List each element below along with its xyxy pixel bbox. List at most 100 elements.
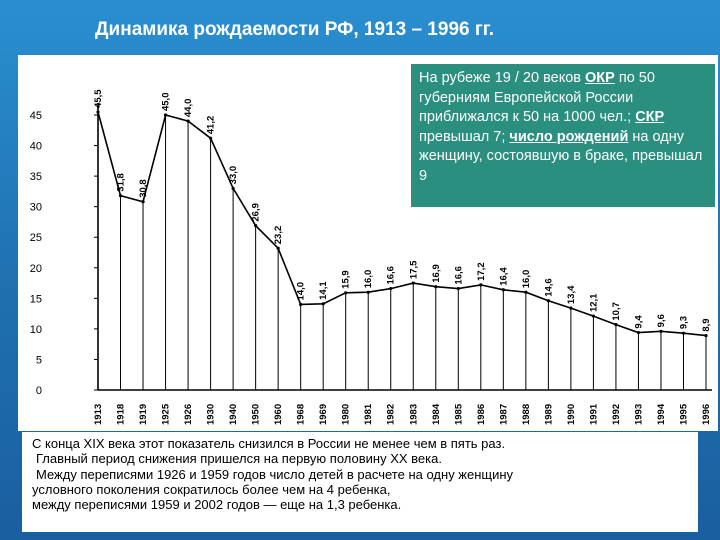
y-tick-label: 5 bbox=[36, 354, 42, 366]
data-label: 17,2 bbox=[476, 262, 487, 281]
notes-box: С конца XIX века этот показатель снизилс… bbox=[22, 432, 698, 532]
note-line: между переписями 1959 и 2002 годов — еще… bbox=[32, 497, 402, 513]
data-label: 9,4 bbox=[633, 315, 644, 329]
y-tick-label: 10 bbox=[30, 324, 42, 336]
data-label: 15,9 bbox=[341, 270, 352, 289]
x-tick-label: 1991 bbox=[588, 403, 599, 425]
data-label: 23,2 bbox=[273, 226, 284, 245]
y-tick-label: 15 bbox=[30, 293, 42, 305]
data-point bbox=[186, 119, 190, 123]
x-tick-label: 1960 bbox=[273, 404, 284, 425]
y-tick-label: 20 bbox=[30, 263, 42, 275]
x-tick-label: 1980 bbox=[341, 404, 352, 425]
data-point bbox=[141, 200, 145, 204]
data-label: 16,9 bbox=[431, 264, 442, 283]
data-point bbox=[546, 299, 550, 303]
data-point bbox=[456, 286, 460, 291]
y-tick-label: 40 bbox=[30, 141, 42, 153]
data-label: 44,0 bbox=[183, 99, 194, 118]
data-label: 31,8 bbox=[116, 173, 127, 192]
data-point bbox=[366, 290, 370, 294]
x-tick-label: 1996 bbox=[701, 404, 712, 425]
data-label: 26,9 bbox=[251, 203, 262, 222]
data-point bbox=[163, 113, 168, 117]
x-tick-label: 1995 bbox=[678, 403, 689, 425]
x-tick-label: 1990 bbox=[566, 404, 577, 425]
skr-term: СКР bbox=[635, 109, 665, 125]
data-label: 14,0 bbox=[296, 282, 307, 301]
x-tick-label: 1918 bbox=[116, 404, 127, 425]
y-tick-label: 25 bbox=[30, 232, 42, 244]
data-point bbox=[569, 306, 573, 310]
birth-rate-chart: 0 5 10 15 20 25 30 35 40 45 45,5 31,8 30,8 45,0 44,0 41… bbox=[30, 89, 712, 425]
x-tick-label: 1926 bbox=[183, 404, 194, 425]
data-point bbox=[321, 302, 325, 306]
slide-title: Динамика рождаемости РФ, 1913 – 1996 гг. bbox=[95, 19, 495, 40]
okr-term: ОКР bbox=[585, 70, 615, 86]
data-point bbox=[208, 136, 213, 140]
data-label: 16,6 bbox=[453, 266, 464, 285]
data-point bbox=[501, 288, 505, 292]
x-tick-label: 1940 bbox=[228, 404, 239, 425]
info-text-4: на одну женщину, состоявшую в браке, пре… bbox=[419, 128, 703, 184]
data-point bbox=[389, 286, 393, 291]
data-point bbox=[231, 186, 235, 190]
data-label: 12,1 bbox=[588, 293, 599, 312]
data-label: 33,0 bbox=[228, 166, 239, 185]
data-point bbox=[681, 331, 686, 335]
series-line bbox=[97, 111, 707, 337]
data-point bbox=[118, 194, 123, 198]
data-label: 14,6 bbox=[543, 278, 554, 297]
data-label: 16,0 bbox=[363, 270, 374, 289]
x-tick-label: 1989 bbox=[543, 404, 554, 425]
y-tick-label: 35 bbox=[30, 171, 42, 183]
data-point bbox=[96, 110, 100, 114]
data-point bbox=[276, 246, 280, 250]
note-line: условного поколения сократилось более че… bbox=[32, 481, 391, 497]
data-point bbox=[254, 224, 258, 228]
info-box: На рубеже 19 / 20 веков ОКР по 50 губерн… bbox=[411, 64, 715, 207]
y-tick-label: 45 bbox=[30, 110, 42, 122]
x-tick-label: 1994 bbox=[656, 403, 667, 425]
data-label: 16,4 bbox=[498, 267, 509, 286]
x-tick-label: 1982 bbox=[386, 404, 397, 425]
x-tick-label: 1984 bbox=[431, 403, 442, 425]
x-tick-label: 1985 bbox=[453, 403, 464, 425]
data-label: 9,6 bbox=[656, 314, 667, 327]
data-point bbox=[479, 283, 483, 287]
data-point bbox=[344, 291, 348, 295]
data-point bbox=[704, 334, 708, 338]
x-tick-label: 1919 bbox=[138, 404, 149, 425]
info-text-1: На рубеже 19 / 20 веков bbox=[419, 70, 585, 86]
data-label: 45,0 bbox=[161, 93, 172, 112]
data-point bbox=[299, 302, 303, 307]
x-tick-label: 1925 bbox=[161, 403, 172, 425]
data-point bbox=[434, 285, 438, 289]
info-text-3: превышал 7; bbox=[419, 128, 510, 145]
data-label: 9,3 bbox=[678, 316, 689, 329]
note-line: С конца XIX века этот показатель снизилс… bbox=[32, 436, 506, 451]
data-label: 16,6 bbox=[386, 266, 397, 285]
note-line: Между переписями 1926 и 1959 годов число… bbox=[36, 466, 514, 482]
data-label: 14,1 bbox=[318, 281, 329, 300]
x-tick-label: 1981 bbox=[363, 403, 374, 425]
x-tick-label: 1950 bbox=[251, 404, 262, 425]
x-tick-label: 1968 bbox=[296, 404, 307, 425]
x-tick-label: 1986 bbox=[476, 404, 487, 425]
data-point bbox=[659, 329, 663, 333]
data-label: 45,5 bbox=[93, 89, 104, 108]
note-line: Главный период снижения пришелся на перв… bbox=[36, 451, 442, 467]
data-point bbox=[636, 330, 641, 335]
data-label: 13,4 bbox=[566, 285, 577, 304]
x-tick-label: 1988 bbox=[521, 404, 532, 425]
data-point bbox=[591, 314, 596, 318]
x-tick-label: 1983 bbox=[408, 404, 419, 425]
x-tick-label: 1913 bbox=[93, 404, 104, 425]
births-term: число рождений bbox=[509, 128, 629, 145]
data-label: 16,0 bbox=[521, 270, 532, 288]
x-tick-label: 1992 bbox=[611, 404, 622, 425]
data-point bbox=[524, 290, 528, 294]
y-tick-label: 30 bbox=[30, 202, 42, 214]
data-label: 17,5 bbox=[408, 260, 419, 279]
data-label: 41,2 bbox=[206, 116, 217, 135]
